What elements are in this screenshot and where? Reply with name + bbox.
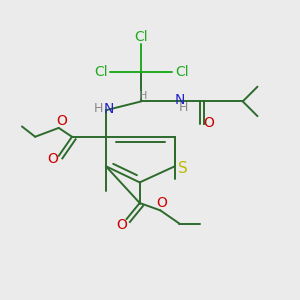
Text: Cl: Cl (94, 65, 108, 79)
Text: N: N (103, 102, 114, 116)
Text: O: O (47, 152, 58, 166)
Text: O: O (56, 114, 67, 128)
Text: Cl: Cl (175, 65, 189, 79)
Text: Cl: Cl (134, 30, 148, 44)
Text: O: O (203, 116, 214, 130)
Text: S: S (178, 161, 188, 176)
Text: H: H (178, 101, 188, 114)
Text: O: O (117, 218, 128, 232)
Text: O: O (156, 196, 167, 210)
Text: H: H (139, 91, 147, 100)
Text: N: N (174, 93, 184, 107)
Text: H: H (94, 102, 103, 115)
